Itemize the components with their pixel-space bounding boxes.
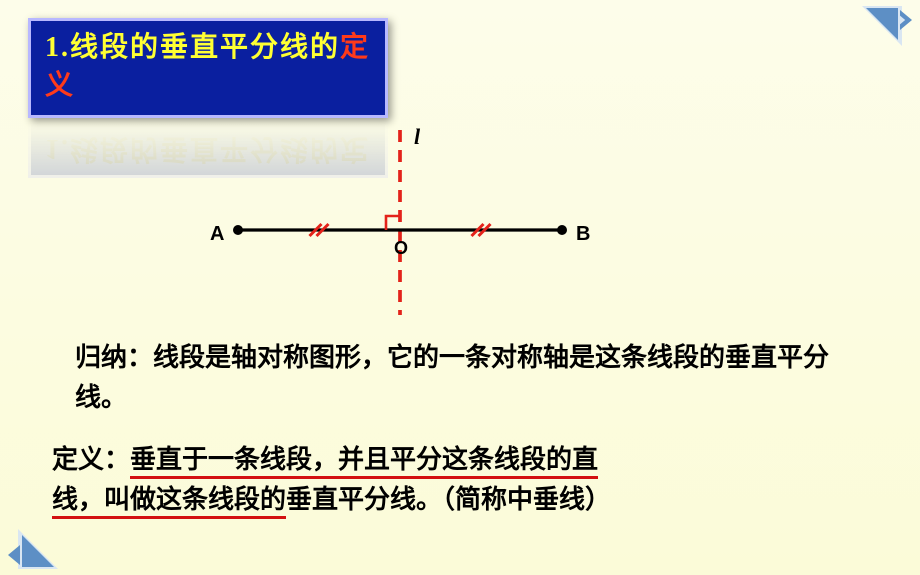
corner-shape-bottom-left-icon	[8, 525, 58, 569]
guina-text: 线段是轴对称图形，它的一条对称轴是这条线段的垂直平分线。	[75, 343, 829, 412]
svg-text:B: B	[576, 223, 590, 245]
dingyi-line2-underline: 线，叫做这条线段的	[52, 485, 286, 519]
corner-shape-top-right-icon	[862, 6, 912, 50]
title-box: 1.线段的垂直平分线的定义	[28, 18, 388, 118]
title-text: 1.线段的垂直平分线的定义	[45, 29, 371, 105]
dingyi-paragraph: 定义：垂直于一条线段，并且平分这条线段的直 线，叫做这条线段的垂直平分线。（简称…	[52, 440, 872, 521]
perpendicular-bisector-figure: A B Ol	[180, 120, 640, 320]
guina-paragraph: 归纳：线段是轴对称图形，它的一条对称轴是这条线段的垂直平分线。	[75, 338, 855, 419]
svg-text:A: A	[210, 223, 224, 245]
dingyi-label: 定义：	[52, 445, 130, 474]
guina-label: 归纳：	[75, 343, 153, 372]
svg-text:l: l	[414, 124, 421, 149]
dingyi-line2-rest: 垂直平分线。	[286, 485, 442, 514]
dingyi-paren: （简称中垂线）	[442, 485, 611, 514]
svg-text:O: O	[394, 238, 408, 258]
title-prefix: 1.线段的垂直平分线的	[45, 32, 340, 63]
diagram: A B Ol	[180, 120, 640, 320]
dingyi-line1-underline: 垂直于一条线段，并且平分这条线段的直	[130, 445, 598, 479]
